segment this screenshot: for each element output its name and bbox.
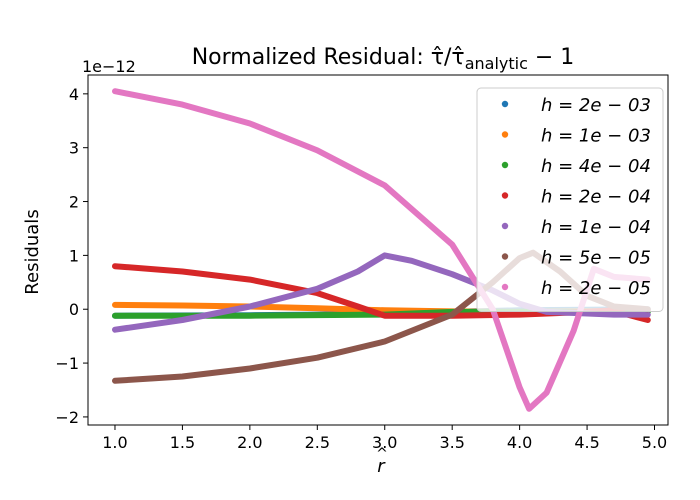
x-axis-label: r: [377, 456, 386, 477]
x-axis-label-hat: ^: [376, 446, 388, 462]
chart-title-main: Normalized Residual: τ̂/τ̂: [192, 45, 465, 70]
chart-title-tail: − 1: [528, 45, 574, 70]
y-tick-label: 1: [69, 246, 79, 265]
legend-marker-3: [501, 192, 509, 199]
legend-marker-4: [501, 222, 509, 230]
legend-label-3: h = 2e − 04: [541, 187, 651, 208]
x-tick-label: 1.0: [102, 433, 127, 452]
y-tick-label: 3: [69, 139, 79, 158]
legend-box: [476, 87, 664, 312]
y-tick-label: 4: [69, 85, 79, 104]
y-tick-label: 2: [69, 193, 79, 212]
y-axis-label: Residuals: [22, 209, 43, 294]
x-tick-label: 2.0: [237, 433, 262, 452]
y-tick-label: 0: [69, 300, 79, 319]
x-tick-label: 1.5: [170, 433, 195, 452]
legend-marker-6: [501, 283, 509, 291]
y-tick-label: −1: [55, 354, 79, 373]
y-tick-label: −2: [55, 408, 79, 427]
legend-marker-5: [501, 253, 509, 260]
axes: 1.0 1.5 2.0 2.5 3.0 3.5 4.0 4.5 5.0 −2 −1 0 1 2 3 4: [55, 74, 669, 452]
legend-marker-1: [501, 131, 509, 138]
legend-label-6: h = 2e − 05: [541, 278, 651, 299]
x-tick-label: 5.0: [642, 433, 667, 452]
x-tick-label: 3.5: [439, 433, 464, 452]
y-offset-text: 1e−12: [82, 57, 136, 76]
chart-title-subscript: analytic: [465, 54, 528, 73]
legend-label-1: h = 1e − 03: [541, 126, 651, 147]
legend-label-4: h = 1e − 04: [541, 217, 651, 238]
axes-frame: [87, 74, 669, 426]
x-tick-label: 4.0: [507, 433, 532, 452]
x-tick-label: 4.5: [574, 433, 599, 452]
legend-label-0: h = 2e − 03: [541, 95, 651, 116]
x-tick-label: 2.5: [305, 433, 330, 452]
legend: h = 2e − 03 h = 1e − 03 h = 4e − 04 h = 2e …: [476, 87, 664, 312]
legend-label-2: h = 4e − 04: [541, 156, 651, 177]
x-tick-label: 3.0: [372, 433, 397, 452]
legend-marker-0: [501, 100, 509, 108]
legend-marker-2: [501, 161, 509, 169]
x-axis-label-text: r: [377, 456, 386, 477]
legend-label-5: h = 5e − 05: [541, 248, 651, 269]
chart-title: Normalized Residual: τ̂/τ̂analytic − 1: [192, 45, 575, 73]
